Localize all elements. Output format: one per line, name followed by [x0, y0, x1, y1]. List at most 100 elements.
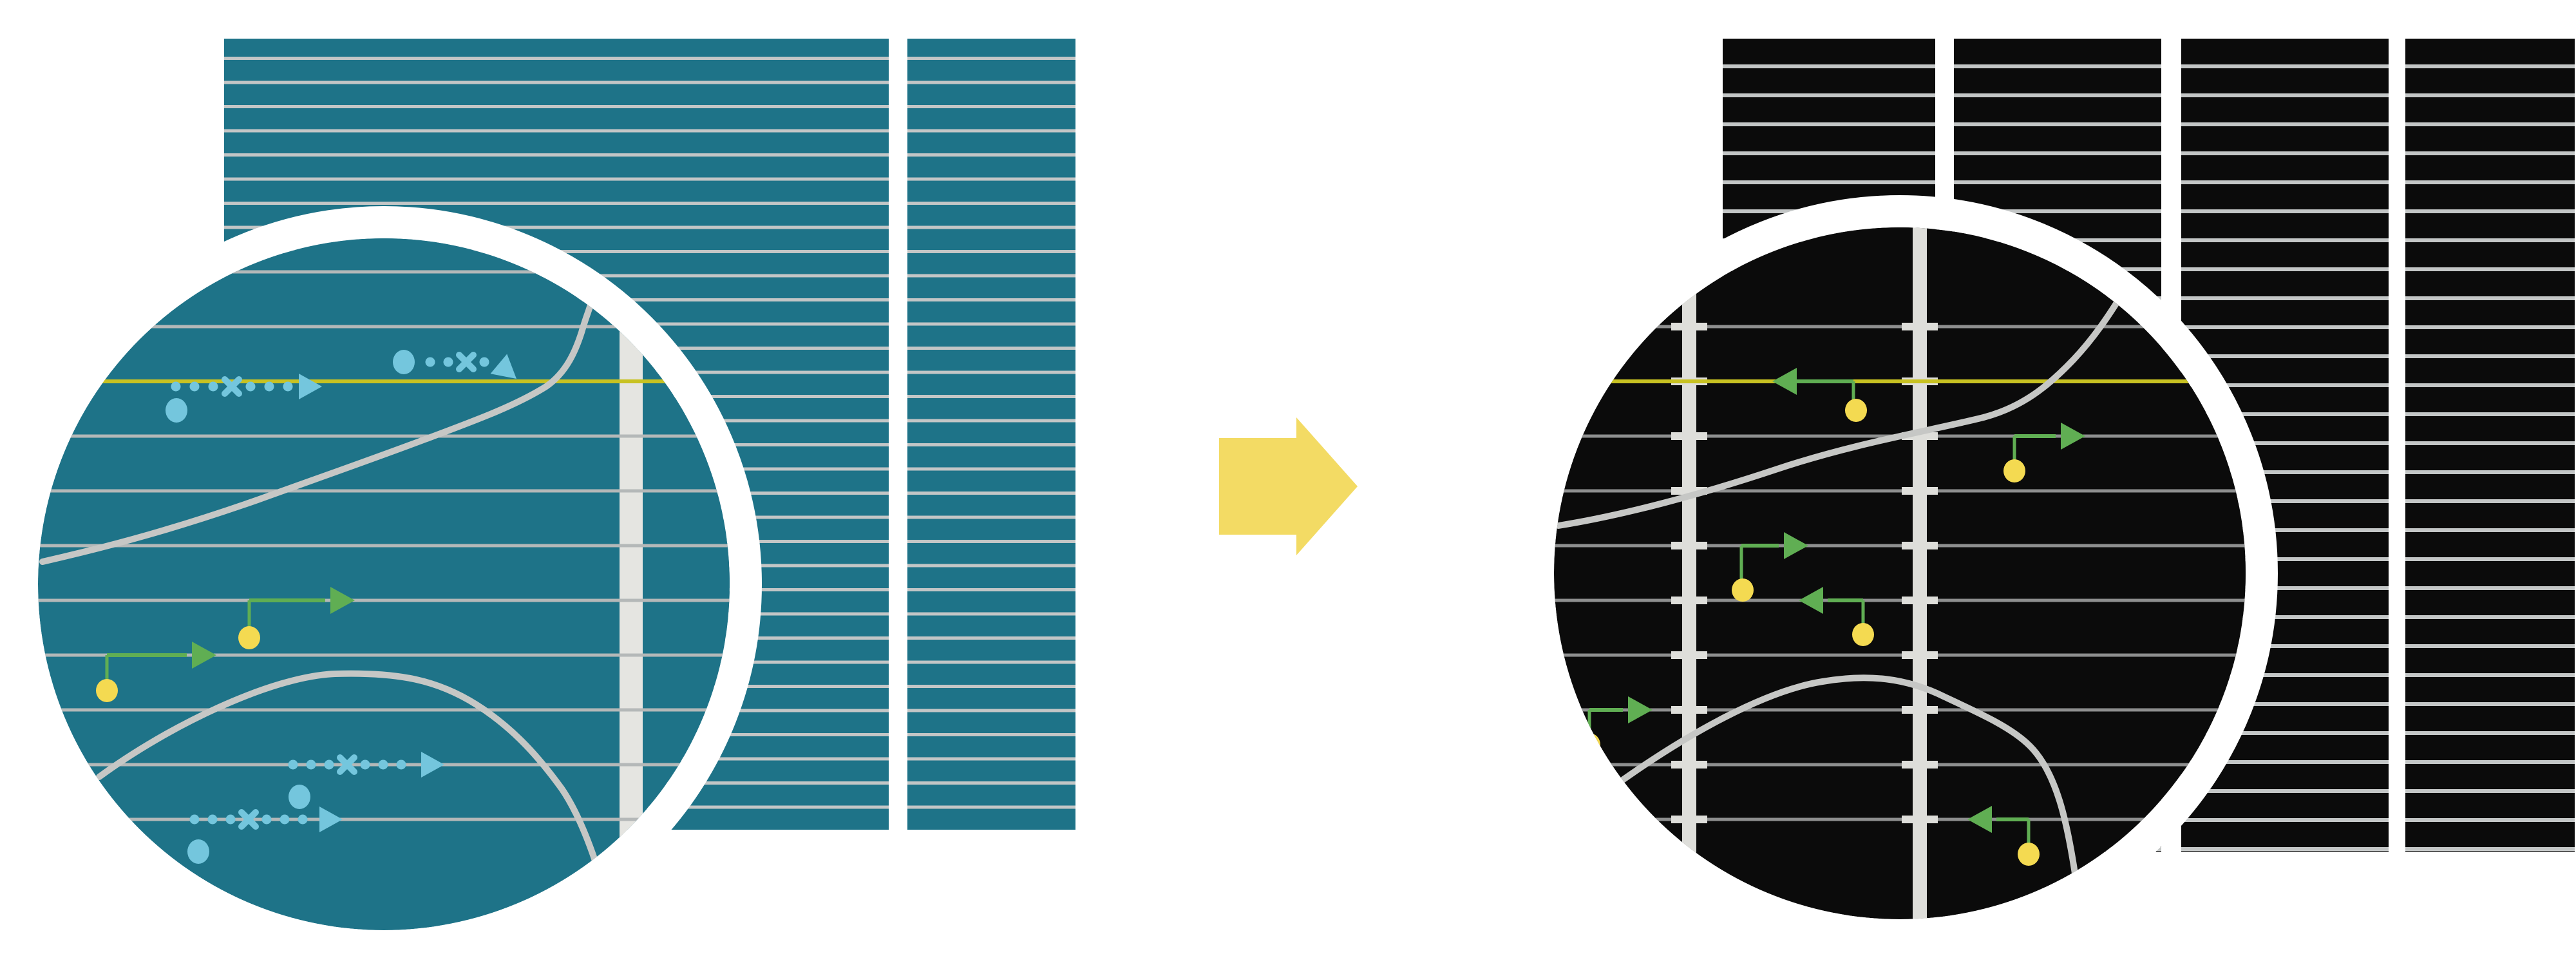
magnifier-content	[1554, 227, 2246, 919]
finger-line	[1723, 151, 1935, 155]
finger-line	[907, 419, 1075, 423]
magnified-cell-surface	[1554, 227, 2246, 919]
finger-line	[2405, 673, 2575, 677]
finger-line	[907, 81, 1075, 84]
finger-line	[907, 105, 1075, 108]
arrowhead	[1784, 532, 1808, 559]
finger-line	[2181, 296, 2389, 300]
busbar-pad	[1902, 706, 1938, 714]
finger-line	[1954, 93, 2161, 97]
finger-line-magnified	[1554, 544, 2246, 548]
carrier-dot	[166, 398, 187, 423]
finger-line	[907, 298, 1075, 301]
arrowhead	[192, 642, 216, 669]
finger-line	[224, 81, 889, 84]
trail-dot	[279, 814, 290, 825]
finger-line	[2181, 238, 2389, 242]
finger-line	[907, 202, 1075, 205]
carrier-dot	[393, 350, 415, 374]
finger-line	[2405, 499, 2575, 503]
finger-line	[224, 153, 889, 157]
finger-line	[2405, 325, 2575, 329]
busbar	[620, 238, 643, 930]
finger-line	[907, 564, 1075, 568]
finger-line	[1954, 151, 2161, 155]
busbar	[1682, 227, 1696, 919]
trail-dot	[360, 759, 370, 770]
finger-line	[224, 129, 889, 133]
trail-dot	[208, 381, 218, 392]
finger-line	[2405, 557, 2575, 561]
green-carrier-arrow	[238, 587, 355, 649]
arrowhead	[421, 752, 444, 778]
arrowhead	[299, 374, 322, 399]
finger-line	[2181, 615, 2389, 619]
carrier-dot	[1732, 578, 1754, 602]
busbar-pad	[1902, 323, 1938, 330]
finger-line	[2405, 789, 2575, 793]
finger-line	[2181, 151, 2389, 155]
trail-dot	[171, 381, 181, 392]
trail-dot	[396, 759, 406, 770]
finger-line	[2405, 760, 2575, 764]
x-marker	[222, 376, 242, 397]
busbar-pad	[1902, 651, 1938, 659]
finger-line	[2405, 238, 2575, 242]
finger-line	[907, 153, 1075, 157]
finger-line	[907, 757, 1075, 761]
grain-boundary-curve	[1618, 674, 2078, 877]
carrier-dot	[1852, 623, 1874, 646]
busbar-pad	[1902, 597, 1938, 604]
finger-line	[907, 515, 1075, 519]
finger-line-magnified	[1554, 325, 2246, 329]
green-carrier-arrow	[1967, 806, 2040, 866]
finger-line	[2181, 847, 2389, 851]
finger-line	[907, 781, 1075, 785]
finger-line	[907, 733, 1075, 736]
finger-line	[2181, 818, 2389, 822]
grain-boundary-curve	[1555, 288, 2127, 529]
finger-line-magnified	[38, 708, 730, 712]
finger-line	[907, 443, 1075, 446]
finger-line	[2181, 209, 2389, 213]
panel-column	[907, 39, 1075, 830]
finger-line	[2405, 528, 2575, 532]
finger-line	[907, 322, 1075, 326]
finger-line	[224, 177, 889, 181]
trail-dot	[189, 814, 200, 825]
blue-dotted-carrier-arrow	[187, 807, 343, 864]
finger-line	[2405, 412, 2575, 416]
finger-line	[907, 588, 1075, 591]
green-carrier-arrow	[1772, 368, 1867, 422]
finger-line	[907, 347, 1075, 350]
finger-line-magnified	[38, 817, 730, 821]
busbar-pad	[1902, 761, 1938, 769]
finger-line	[1723, 64, 1935, 68]
busbar-pad	[1671, 651, 1707, 659]
carrier-dot	[238, 626, 260, 649]
finger-line	[2181, 557, 2389, 561]
trail-dot	[245, 381, 256, 392]
finger-line	[224, 57, 889, 60]
busbar-pad	[1902, 816, 1938, 823]
busbar-pad	[1671, 706, 1707, 714]
finger-line	[2405, 122, 2575, 126]
finger-line	[2181, 441, 2389, 445]
finger-line	[2181, 122, 2389, 126]
finger-line-magnified	[1554, 653, 2246, 657]
x-marker	[238, 809, 259, 830]
carrier-dot	[96, 679, 118, 702]
finger-line	[2181, 760, 2389, 764]
finger-line	[907, 709, 1075, 712]
finger-line	[907, 129, 1075, 133]
finger-line	[907, 250, 1075, 253]
finger-line	[2181, 354, 2389, 358]
finger-line-magnified	[38, 653, 730, 657]
finger-line	[2405, 615, 2575, 619]
trail-dot	[283, 381, 293, 392]
finger-line-magnified	[38, 598, 730, 602]
finger-line	[2405, 151, 2575, 155]
blue-dotted-carrier-arrow	[166, 374, 322, 423]
finger-line-magnified	[1554, 817, 2246, 821]
